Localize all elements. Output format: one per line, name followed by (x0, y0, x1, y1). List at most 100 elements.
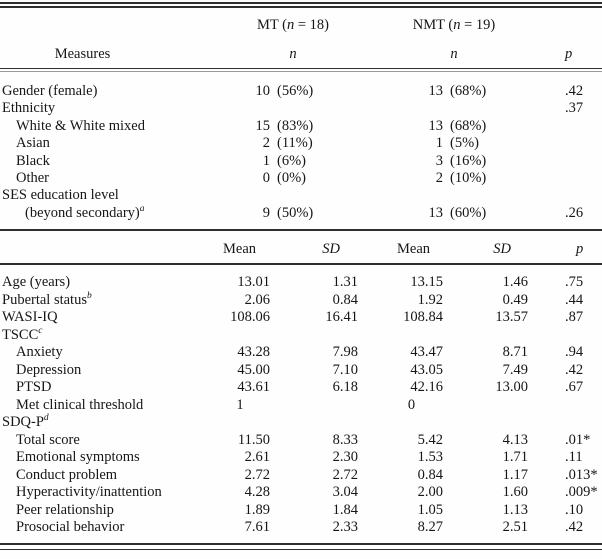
mt-sd-cell: 2.72 (332, 466, 358, 483)
table-row: Peer relationship 1.89 1.84 1.05 1.13 .10 (0, 502, 602, 520)
table-row: Depression 45.00 7.10 43.05 7.49 .42 (0, 362, 602, 380)
row-label: (beyond secondary)a (25, 203, 145, 221)
nmt-mean-cell (358, 327, 443, 345)
table-row: Hyperactivity/inattention 4.28 3.04 2.00 1.6… (0, 484, 602, 502)
mt-count-cell: 9 (262, 204, 270, 221)
nmt-mean-cell: 1.05 (417, 501, 443, 518)
nmt-count-cell: 2 (435, 169, 443, 186)
nmt-mean-cell: 1.92 (417, 291, 443, 308)
mt-percent-cell (270, 187, 358, 204)
nmt-percent-cell (443, 100, 528, 117)
mt-sd-header-label: SD (322, 240, 340, 257)
p-value-cell: .42 (565, 361, 584, 378)
p-value-cell: .44 (565, 291, 584, 308)
nmt-count-cell (358, 100, 443, 117)
bottom-rule-2 (0, 548, 602, 551)
group-header-nmt: NMT (n = 19) (369, 17, 539, 34)
nmt-sd-cell: 7.49 (502, 361, 528, 378)
nmt-sd-cell: 8.71 (502, 344, 528, 361)
mt-mean-cell: 108.06 (230, 309, 270, 326)
row-label: Total score (16, 431, 80, 448)
nmt-percent-cell: (10%) (450, 169, 487, 186)
nmt-percent-cell: (5%) (450, 135, 479, 152)
p-value-cell (528, 397, 602, 415)
p-value-cell (528, 118, 602, 135)
mt-count-cell: 15 (255, 117, 271, 134)
mt-mean-cell (210, 327, 270, 345)
nmt-count-cell: 13 (428, 83, 444, 99)
bottom-rule-1 (0, 543, 602, 546)
nmt-sd-cell: 13.57 (495, 309, 528, 326)
row-label: SDQ-Pd (2, 413, 49, 431)
p-value-cell: .42 (565, 519, 584, 536)
p-value-cell: .87 (565, 309, 584, 326)
nmt-mean-header: Mean (358, 241, 443, 258)
row-label: Met clinical threshold (16, 396, 144, 413)
nmt-sd-cell: 1.13 (502, 501, 528, 518)
nmt-mean-cell: 108.84 (403, 309, 443, 326)
nmt-sd-cell: 1.17 (502, 466, 528, 483)
row-label: Other (16, 169, 50, 186)
top-rule-1 (0, 2, 602, 4)
stub-header: Measures (54, 45, 111, 62)
row-label: Emotional symptoms (16, 449, 140, 466)
p-value-cell: .26 (565, 204, 584, 221)
table-row: Pubertal statusb 2.06 0.84 1.92 0.49 .44 (0, 291, 602, 310)
mt-percent-cell: (50%) (277, 204, 314, 221)
mt-mean-cell: 2.61 (244, 449, 270, 466)
mt-count-cell: 0 (262, 169, 270, 186)
nmt-count-cell: 3 (435, 152, 443, 169)
nmt-label-n-italic: n (453, 16, 461, 33)
p-value-cell: .009* (565, 484, 598, 501)
p-value-cell (528, 135, 602, 152)
nmt-mean-cell: 1.53 (417, 449, 443, 466)
group-header-row: MT (n = 18) NMT (n = 19) (0, 17, 602, 34)
nmt-mean-cell: 13.15 (410, 274, 443, 291)
mt-label-pre: MT ( (257, 16, 287, 33)
nmt-sd-cell (443, 327, 528, 345)
mt-sd-cell: 7.98 (332, 344, 358, 361)
table-row: Other 0 (0%) 2 (10%) (0, 170, 602, 187)
nmt-sd-cell: 13.00 (495, 379, 528, 396)
p-value-cell (528, 327, 602, 345)
mt-count-cell (210, 187, 270, 204)
mt-label-n-italic: n (286, 16, 295, 33)
counts-section: Gender (female) 10 (56%) 13 (68%) .42 Ethnicit… (0, 83, 602, 222)
nmt-percent-cell: (68%) (450, 83, 487, 99)
nmt-percent-cell (443, 187, 528, 204)
nmt-label-pre: NMT ( (412, 16, 454, 33)
mt-label-post: = 18) (294, 16, 329, 33)
nmt-percent-cell: (68%) (450, 117, 487, 134)
mt-percent-cell: (6%) (277, 152, 306, 169)
table-row: Prosocial behavior 7.61 2.33 8.27 2.51 .42 (0, 519, 602, 537)
mt-sd-cell: 6.18 (332, 379, 358, 396)
row-label: Gender (female) (2, 83, 98, 99)
mt-sd-cell: 2.30 (332, 449, 358, 466)
mt-mean-cell: 11.50 (237, 431, 270, 448)
table-row: Asian 2 (11%) 1 (5%) (0, 135, 602, 152)
table-row: SES education level (0, 187, 602, 204)
mt-mean-cell: 43.28 (237, 344, 270, 361)
nmt-mean-cell (358, 414, 443, 432)
mt-sd-cell: 1.31 (332, 274, 358, 291)
mt-mean-cell (210, 414, 270, 432)
row-label: Conduct problem (16, 466, 118, 483)
row-label: WASI-IQ (2, 309, 58, 326)
header-rule-2 (0, 71, 602, 72)
nmt-sd-cell (443, 397, 528, 415)
nmt-mean-cell: 0 (407, 396, 416, 413)
nmt-sd-cell: 1.46 (502, 274, 528, 291)
p-value-cell: .42 (565, 83, 584, 99)
p-value-cell: .75 (565, 274, 584, 291)
mt-mean-cell: 45.00 (237, 361, 270, 378)
table-row: (beyond secondary)a 9 (50%) 13 (60%) .26 (0, 203, 602, 222)
p-value-cell: .013* (565, 466, 598, 483)
mt-sd-cell: 1.84 (332, 501, 358, 518)
p-value-cell: .67 (565, 379, 584, 396)
row-label: Anxiety (16, 344, 63, 361)
mt-mean-cell: 1 (236, 396, 244, 413)
mt-percent-cell (270, 100, 358, 117)
group-header-mt: MT (n = 18) (219, 17, 367, 34)
column-header-row-stats: Mean SD Mean SD p (0, 241, 602, 258)
mt-sd-cell: 7.10 (332, 361, 358, 378)
